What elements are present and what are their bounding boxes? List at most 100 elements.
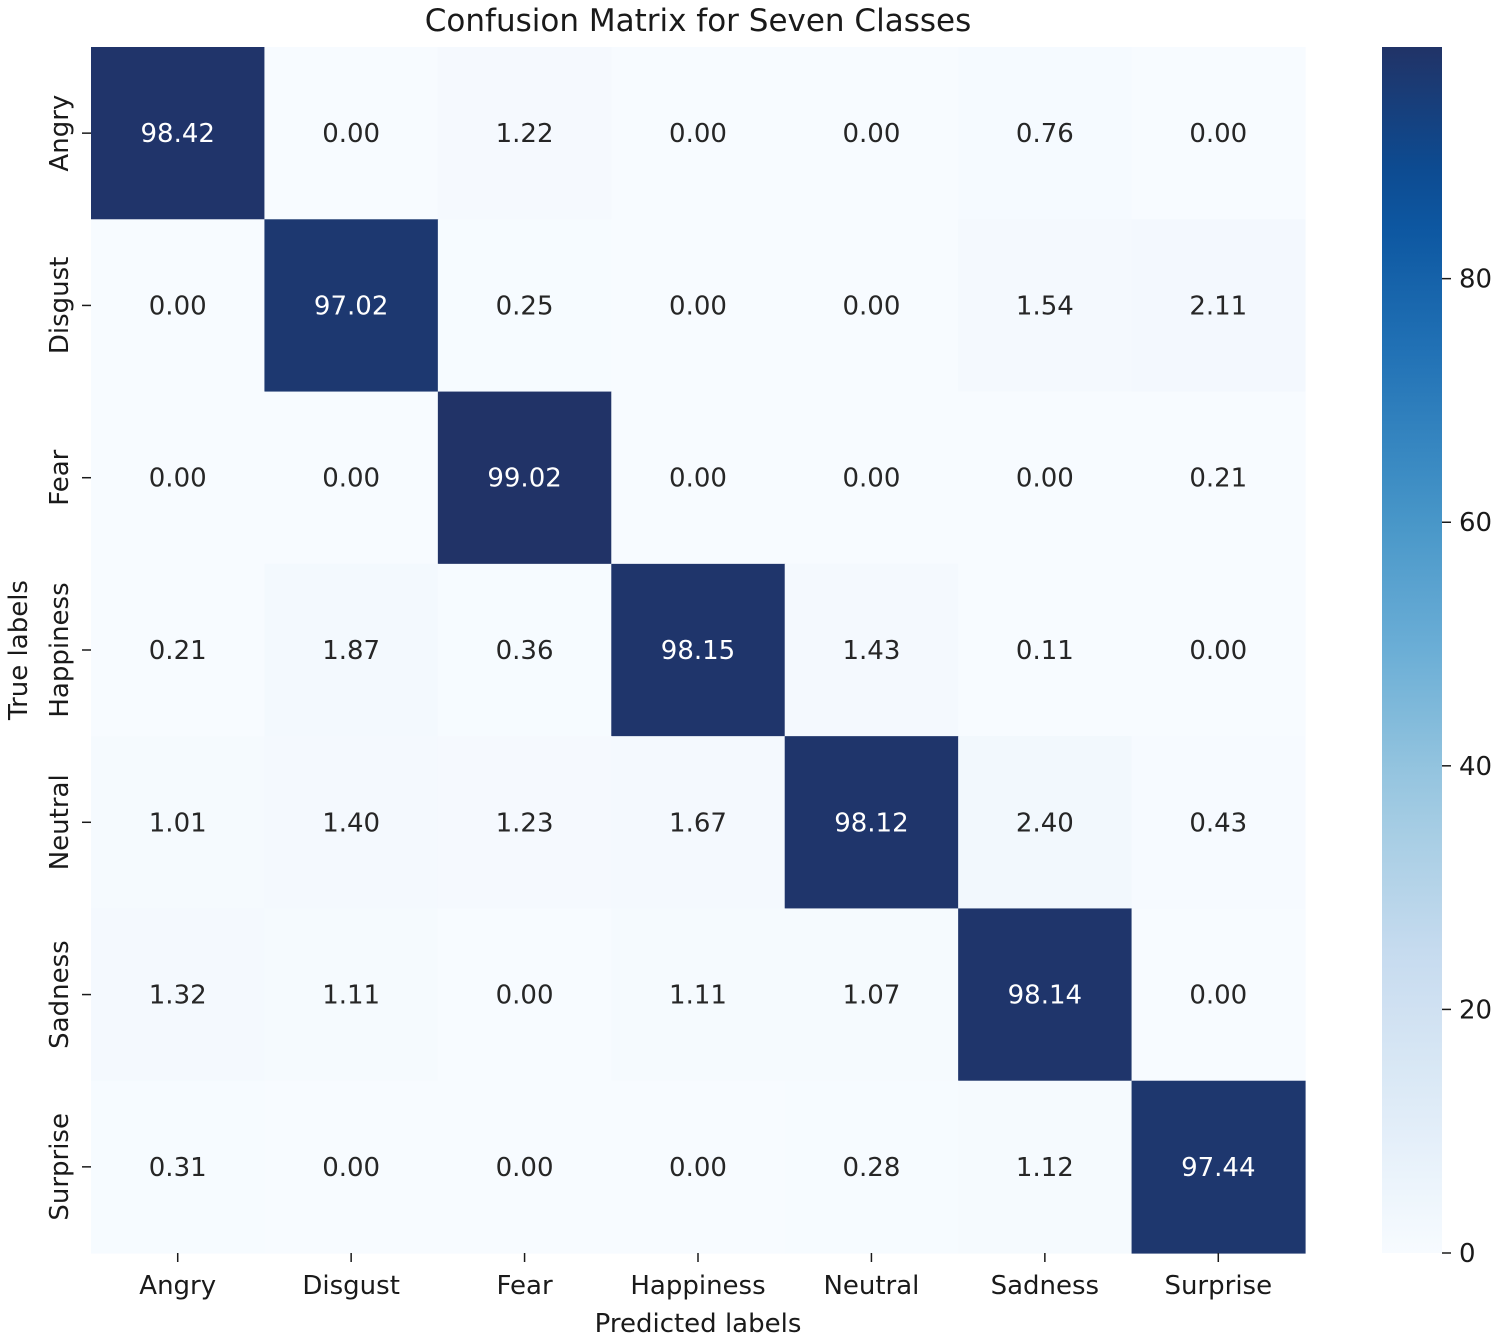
heatmap-cell [611, 908, 786, 1082]
cell-value: 99.02 [487, 464, 561, 494]
heatmap-cell [264, 47, 439, 220]
chart-title: Confusion Matrix for Seven Classes [425, 3, 971, 39]
heatmap-cell [784, 391, 959, 565]
cell-value: 1.32 [149, 981, 207, 1011]
cell-value: 0.00 [322, 464, 380, 494]
heatmap-cell [1131, 563, 1306, 737]
heatmap-cell [958, 391, 1133, 565]
heatmap-cell [437, 736, 612, 910]
x-tick-label: Angry [139, 1271, 216, 1301]
y-tick-label: Sadness [45, 940, 75, 1049]
heatmap-cell [91, 219, 266, 393]
heatmap-cell [958, 736, 1133, 910]
heatmap-cell [958, 563, 1133, 737]
cell-value: 0.00 [1016, 464, 1074, 494]
heatmap-cell [91, 47, 266, 220]
heatmap-cell [264, 391, 439, 565]
cell-value: 1.22 [496, 119, 554, 149]
heatmap-cell [611, 219, 786, 393]
y-tick-label: Disgust [45, 257, 75, 355]
heatmap-cell [784, 736, 959, 910]
cell-value: 0.00 [496, 981, 554, 1011]
x-tick-label: Fear [496, 1271, 552, 1301]
cell-value: 0.00 [1189, 636, 1247, 666]
cell-value: 98.15 [661, 636, 735, 666]
heatmap-cell [437, 908, 612, 1082]
heatmap-cell [958, 219, 1133, 393]
cell-value: 1.11 [322, 981, 380, 1011]
cell-value: 1.54 [1016, 291, 1074, 321]
cell-value: 0.36 [496, 636, 554, 666]
heatmap-cell [91, 1080, 266, 1254]
cell-value: 0.00 [322, 1153, 380, 1183]
x-tick-label: Happiness [630, 1271, 765, 1301]
cell-value: 1.07 [842, 981, 900, 1011]
cell-value: 0.00 [1189, 981, 1247, 1011]
colorbar-gradient [1382, 47, 1442, 1253]
cell-value: 0.00 [669, 1153, 727, 1183]
x-tick-label: Surprise [1164, 1271, 1272, 1301]
heatmap-cell [264, 563, 439, 737]
cell-value: 2.40 [1016, 808, 1074, 838]
cell-value: 98.14 [1008, 981, 1082, 1011]
cell-value: 0.00 [669, 119, 727, 149]
colorbar-tick-label: 60 [1459, 508, 1492, 538]
heatmap-cell [1131, 47, 1306, 220]
cell-value: 0.00 [669, 291, 727, 321]
y-axis-label: True labels [4, 580, 34, 721]
cell-value: 1.12 [1016, 1153, 1074, 1183]
x-tick-label: Sadness [991, 1271, 1100, 1301]
cell-value: 1.87 [322, 636, 380, 666]
cell-value: 0.00 [842, 464, 900, 494]
heatmap-cell [264, 908, 439, 1082]
heatmap-cell [437, 219, 612, 393]
heatmap-cell [264, 736, 439, 910]
heatmap-cell [264, 1080, 439, 1254]
y-axis: Angry Disgust Fear Happiness Neutral Sadness S… [45, 95, 91, 1221]
y-tick-label: Happiness [45, 582, 75, 717]
cell-value: 0.00 [496, 1153, 554, 1183]
cell-value: 1.01 [149, 808, 207, 838]
y-tick-label: Angry [45, 95, 75, 172]
heatmap-cell [958, 908, 1133, 1082]
cell-value: 0.00 [1189, 119, 1247, 149]
heatmap-cells [91, 47, 1306, 1254]
heatmap-cell [437, 47, 612, 220]
heatmap-cell [437, 563, 612, 737]
heatmap-cell [437, 391, 612, 565]
cell-value: 0.00 [842, 119, 900, 149]
heatmap-cell [264, 219, 439, 393]
y-tick-label: Neutral [45, 774, 75, 870]
heatmap-cell [1131, 908, 1306, 1082]
cell-value: 97.44 [1181, 1153, 1255, 1183]
cell-value: 1.11 [669, 981, 727, 1011]
heatmap-cell [91, 391, 266, 565]
cell-value: 0.11 [1016, 636, 1074, 666]
heatmap-cell [784, 219, 959, 393]
colorbar-tick-label: 0 [1459, 1239, 1476, 1269]
cell-value: 98.12 [834, 808, 908, 838]
heatmap-cell [958, 1080, 1133, 1254]
heatmap-cell [784, 563, 959, 737]
x-tick-label: Neutral [823, 1271, 919, 1301]
colorbar-tick-label: 40 [1459, 752, 1492, 782]
x-tick-label: Disgust [302, 1271, 400, 1301]
cell-value: 98.42 [140, 119, 214, 149]
heatmap-cell [958, 47, 1133, 220]
heatmap-cell [91, 736, 266, 910]
x-axis-label: Predicted labels [595, 1309, 802, 1339]
cell-value: 1.40 [322, 808, 380, 838]
heatmap-cell [1131, 736, 1306, 910]
y-tick-label: Fear [45, 449, 75, 505]
cell-value: 0.00 [149, 464, 207, 494]
heatmap-cell [611, 1080, 786, 1254]
cell-value: 0.00 [669, 464, 727, 494]
heatmap-cell [611, 736, 786, 910]
cell-value: 0.31 [149, 1153, 207, 1183]
colorbar: 0 20 40 60 80 [1382, 47, 1492, 1269]
heatmap-cell [611, 47, 786, 220]
heatmap-cell [784, 1080, 959, 1254]
y-tick-label: Surprise [45, 1113, 75, 1221]
